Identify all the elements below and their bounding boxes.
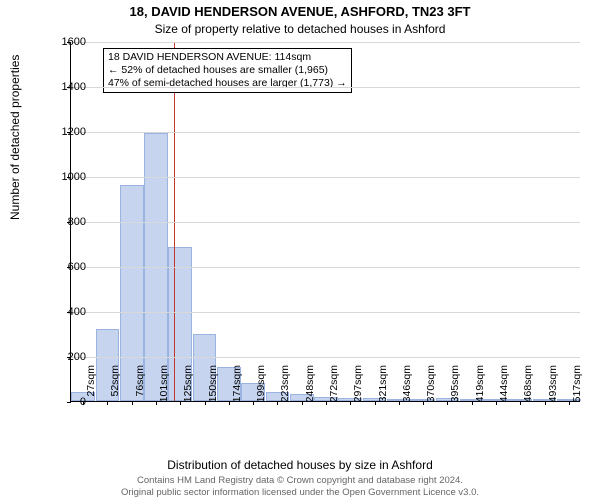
xtick-mark xyxy=(302,401,303,405)
xtick-mark xyxy=(205,401,206,405)
xtick-label: 199sqm xyxy=(255,365,267,415)
xtick-label: 223sqm xyxy=(279,365,291,415)
annotation-line3: 47% of semi-detached houses are larger (… xyxy=(108,77,347,90)
chart-title: 18, DAVID HENDERSON AVENUE, ASHFORD, TN2… xyxy=(0,4,600,19)
gridline xyxy=(71,42,580,43)
ytick-label: 1000 xyxy=(46,171,86,183)
xtick-mark xyxy=(545,401,546,405)
xtick-mark xyxy=(472,401,473,405)
ytick-label: 1200 xyxy=(46,126,86,138)
footer-line2: Original public sector information licen… xyxy=(121,487,479,498)
xtick-label: 272sqm xyxy=(328,365,340,415)
xtick-mark xyxy=(399,401,400,405)
chart-subtitle: Size of property relative to detached ho… xyxy=(0,22,600,36)
chart-container: 18, DAVID HENDERSON AVENUE, ASHFORD, TN2… xyxy=(0,0,600,500)
xtick-label: 101sqm xyxy=(158,365,170,415)
gridline xyxy=(71,222,580,223)
ytick-label: 800 xyxy=(46,216,86,228)
annotation-line1: 18 DAVID HENDERSON AVENUE: 114sqm xyxy=(108,51,347,64)
xtick-label: 370sqm xyxy=(425,365,437,415)
xtick-mark xyxy=(253,401,254,405)
xtick-label: 248sqm xyxy=(304,365,316,415)
xtick-label: 346sqm xyxy=(401,365,413,415)
gridline xyxy=(71,87,580,88)
xtick-mark xyxy=(569,401,570,405)
xtick-label: 174sqm xyxy=(231,365,243,415)
y-axis-label: Number of detached properties xyxy=(8,55,22,220)
ytick-label: 400 xyxy=(46,306,86,318)
xtick-label: 52sqm xyxy=(109,365,121,415)
ytick-label: 1600 xyxy=(46,36,86,48)
gridline xyxy=(71,357,580,358)
xtick-mark xyxy=(375,401,376,405)
xtick-label: 419sqm xyxy=(474,365,486,415)
xtick-mark xyxy=(423,401,424,405)
ytick-label: 0 xyxy=(46,396,86,408)
xtick-mark xyxy=(229,401,230,405)
xtick-mark xyxy=(156,401,157,405)
gridline xyxy=(71,267,580,268)
xtick-label: 27sqm xyxy=(85,365,97,415)
xtick-label: 125sqm xyxy=(182,365,194,415)
plot-area: 18 DAVID HENDERSON AVENUE: 114sqm ← 52% … xyxy=(70,42,580,402)
annotation-line2: ← 52% of detached houses are smaller (1,… xyxy=(108,64,347,77)
xtick-mark xyxy=(132,401,133,405)
ytick-label: 1400 xyxy=(46,81,86,93)
xtick-label: 321sqm xyxy=(377,365,389,415)
xtick-label: 150sqm xyxy=(207,365,219,415)
footer-line1: Contains HM Land Registry data © Crown c… xyxy=(137,475,463,486)
xtick-label: 468sqm xyxy=(522,365,534,415)
xtick-label: 297sqm xyxy=(352,365,364,415)
ytick-label: 200 xyxy=(46,351,86,363)
ytick-label: 600 xyxy=(46,261,86,273)
xtick-label: 76sqm xyxy=(134,365,146,415)
gridline xyxy=(71,312,580,313)
xtick-mark xyxy=(326,401,327,405)
footer-attribution: Contains HM Land Registry data © Crown c… xyxy=(0,475,600,498)
gridline xyxy=(71,132,580,133)
x-axis-label: Distribution of detached houses by size … xyxy=(0,458,600,472)
xtick-label: 493sqm xyxy=(547,365,559,415)
gridline xyxy=(71,177,580,178)
xtick-label: 517sqm xyxy=(571,365,583,415)
xtick-label: 395sqm xyxy=(449,365,461,415)
xtick-mark xyxy=(496,401,497,405)
xtick-label: 444sqm xyxy=(498,365,510,415)
